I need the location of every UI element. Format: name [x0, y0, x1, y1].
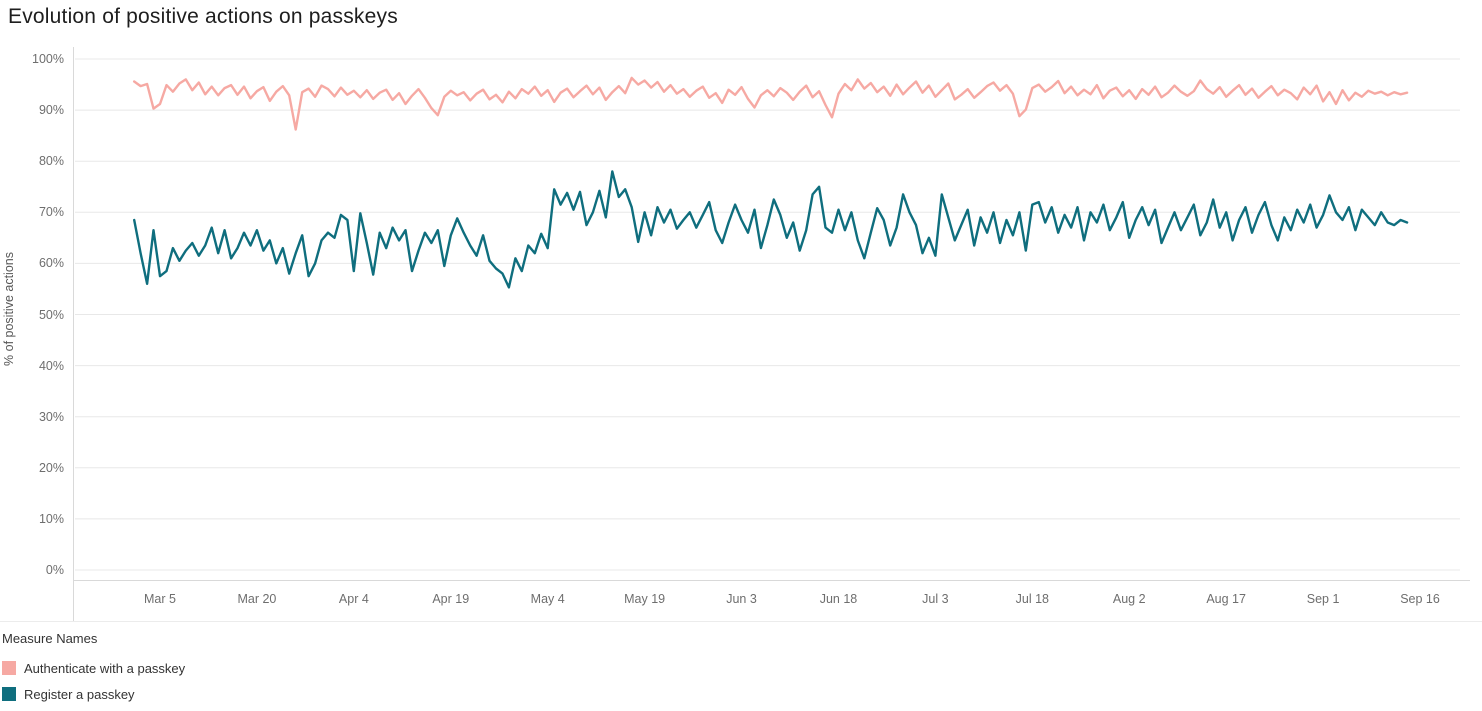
x-tick-label: Apr 4	[338, 592, 369, 606]
legend-swatch-authenticate[interactable]	[2, 661, 16, 675]
y-tick-label: 40%	[38, 358, 64, 373]
y-tick-label: 0%	[45, 563, 64, 577]
x-tick-label: Jun 18	[819, 592, 858, 606]
series-line-register-a-passkey[interactable]	[132, 170, 1409, 289]
x-tick-label: Jun 3	[726, 592, 757, 606]
legend: Measure Names Authenticate with a passke…	[2, 631, 185, 707]
legend-label: Authenticate with a passkey	[24, 660, 186, 676]
x-tick-label: Aug 2	[1112, 592, 1146, 606]
y-tick-label: 100%	[32, 52, 64, 66]
y-tick-label: 50%	[38, 307, 64, 322]
legend-item-authenticate[interactable]: Authenticate with a passkey	[2, 655, 185, 681]
legend-title: Measure Names	[2, 631, 98, 646]
y-tick-label: 60%	[38, 256, 64, 271]
x-tick-label: Mar 5	[144, 592, 176, 606]
x-tick-label: Jul 3	[922, 592, 949, 606]
y-tick-label: 20%	[38, 460, 64, 475]
x-tick-label: May 4	[530, 592, 565, 606]
x-tick-label: Mar 20	[237, 592, 277, 606]
y-tick-label: 30%	[38, 409, 64, 424]
legend-label: Register a passkey	[24, 686, 135, 702]
legend-item-register[interactable]: Register a passkey	[2, 681, 185, 707]
series-line-authenticate-with-a-passkey[interactable]	[132, 76, 1409, 131]
page-title: Evolution of positive actions on passkey…	[8, 5, 398, 28]
x-tick-label: Sep 1	[1306, 592, 1340, 606]
x-tick-label: Apr 19	[432, 592, 470, 606]
x-tick-label: Aug 17	[1206, 592, 1246, 606]
x-tick-label: Jul 18	[1015, 592, 1049, 606]
y-tick-label: 70%	[38, 205, 64, 220]
x-tick-label: Sep 16	[1400, 592, 1440, 606]
x-tick-label: May 19	[624, 592, 666, 606]
y-tick-label: 10%	[38, 511, 64, 526]
y-tick-label: 90%	[38, 103, 64, 118]
y-tick-label: 80%	[38, 154, 64, 169]
legend-swatch-register[interactable]	[2, 687, 16, 701]
